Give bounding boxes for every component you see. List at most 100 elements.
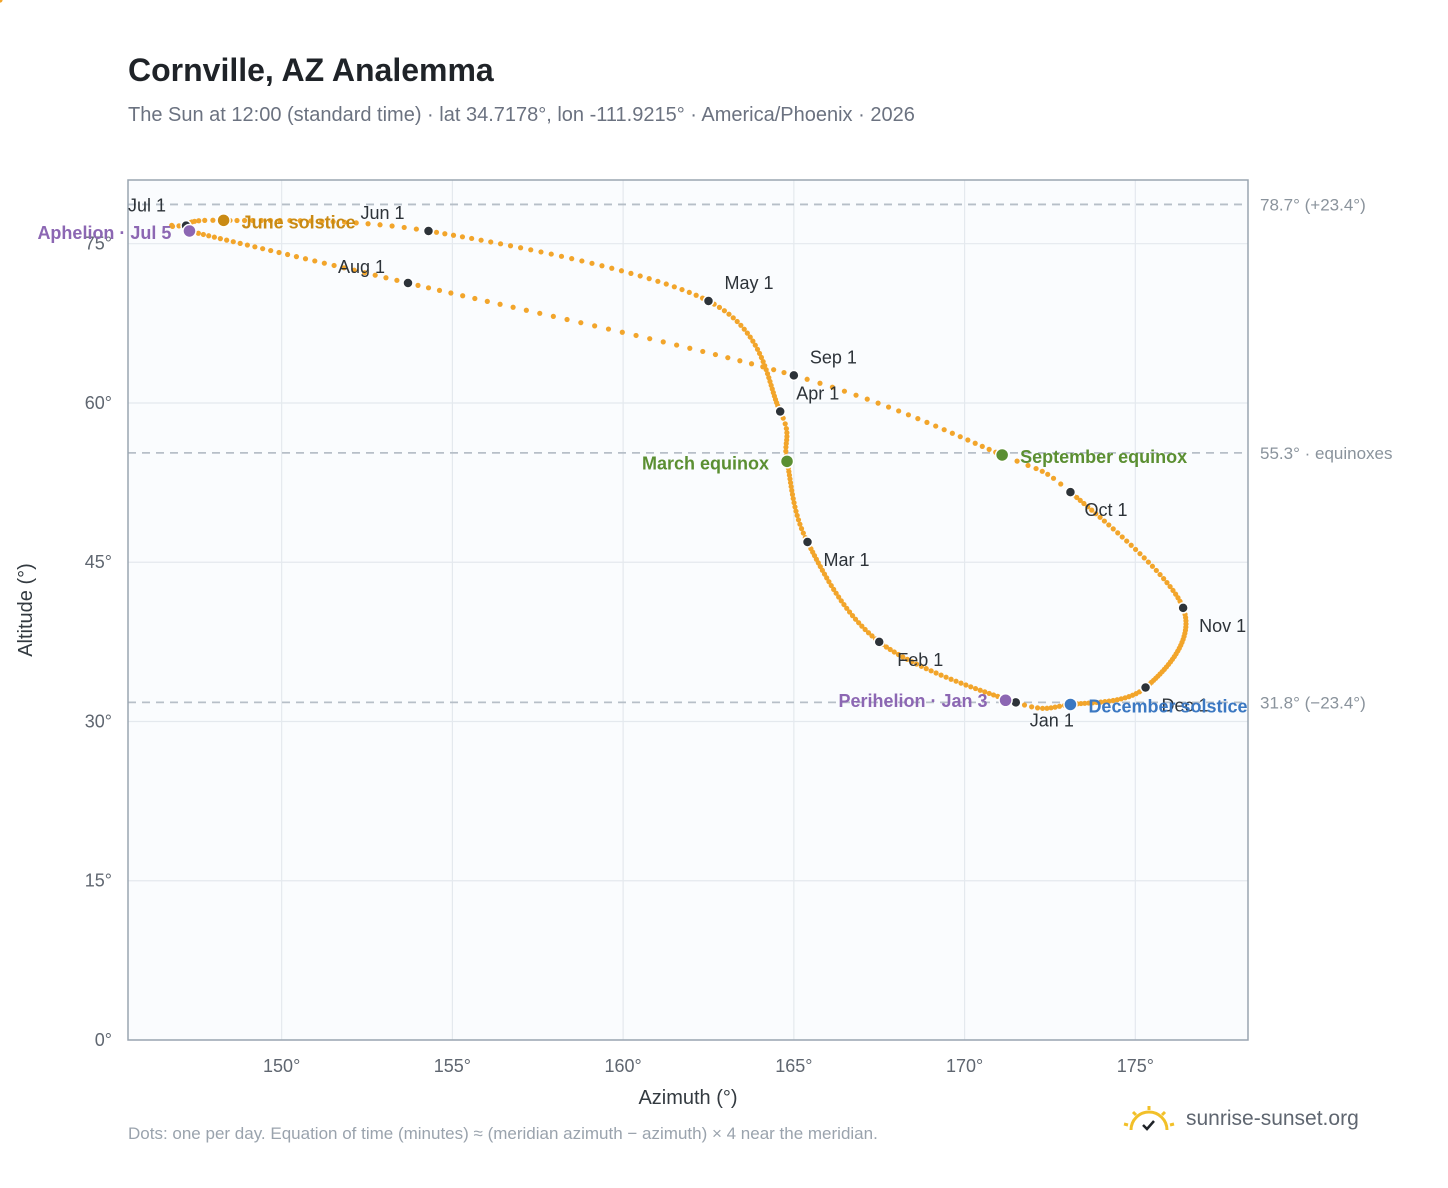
x-tick-label: 155°	[434, 1056, 471, 1076]
day-dot	[737, 358, 743, 364]
day-dot	[1122, 695, 1128, 701]
brand-name[interactable]: sunrise-sunset.org	[1186, 1107, 1359, 1130]
day-dot	[433, 229, 440, 235]
day-dot	[783, 448, 789, 454]
day-dot	[442, 231, 448, 237]
day-dot	[589, 260, 595, 266]
day-dot	[725, 355, 731, 361]
month-label: Nov 1	[1199, 616, 1246, 636]
day-dot	[1106, 698, 1112, 704]
day-dot	[798, 526, 805, 532]
day-dot	[896, 408, 902, 414]
day-dot	[865, 630, 872, 636]
day-dot	[1086, 700, 1092, 706]
day-dot	[1045, 471, 1051, 477]
day-dot	[319, 218, 325, 224]
day-dot	[497, 241, 504, 247]
month-label: Feb 1	[897, 650, 943, 670]
day-dot	[507, 243, 514, 249]
day-dot	[965, 437, 971, 443]
day-dot	[537, 310, 543, 316]
day-dot	[844, 605, 850, 611]
day-dot	[550, 313, 556, 319]
day-dot	[953, 678, 959, 684]
day-dot	[1034, 705, 1041, 711]
day-dot	[764, 371, 771, 377]
month-marker	[788, 369, 800, 382]
month-label: Dec 1	[1162, 696, 1209, 716]
event-marker	[1063, 697, 1078, 712]
y-tick-label: 15°	[85, 871, 112, 891]
day-dot	[413, 226, 419, 232]
month-label: Jun 1	[360, 203, 404, 223]
sun-check-icon	[1123, 1106, 1175, 1131]
day-dot	[1033, 465, 1039, 472]
y-tick-label: 30°	[85, 711, 112, 731]
month-label: Apr 1	[796, 383, 839, 403]
day-dot	[548, 251, 554, 257]
day-dot	[488, 239, 494, 245]
day-dot	[258, 217, 264, 224]
month-marker	[1139, 681, 1152, 694]
day-dot	[738, 322, 744, 328]
day-dot	[841, 388, 848, 394]
day-dot	[277, 217, 283, 224]
day-dot	[592, 323, 598, 329]
day-dot	[284, 251, 291, 258]
day-dot	[933, 423, 939, 429]
day-dot	[609, 265, 615, 271]
day-dot	[923, 665, 929, 672]
day-dot	[297, 218, 303, 224]
day-dot	[341, 219, 348, 225]
day-dot	[909, 659, 915, 665]
day-dot	[943, 674, 949, 680]
day-dot	[436, 287, 443, 293]
day-dot	[618, 268, 625, 274]
day-dot	[784, 433, 790, 440]
day-dot	[330, 219, 336, 225]
brand-logo[interactable]: sunrise-sunset.org	[1122, 1104, 1359, 1134]
day-dot	[605, 326, 612, 332]
day-dot	[663, 281, 669, 287]
event-markers: Aphelion · Jul 5 June solstice March equin…	[37, 212, 1247, 716]
day-dot	[831, 586, 837, 592]
day-dot	[700, 348, 706, 355]
day-dot	[1056, 703, 1063, 709]
day-dot	[1044, 705, 1050, 711]
day-dot	[758, 354, 765, 361]
day-dot	[1128, 542, 1134, 548]
day-dot	[979, 443, 985, 449]
day-dot	[797, 521, 803, 527]
day-dot	[510, 304, 516, 310]
day-dot	[726, 311, 732, 317]
day-dot	[679, 286, 685, 293]
day-dot	[674, 342, 680, 348]
day-dot	[693, 292, 699, 298]
day-dot	[196, 218, 202, 224]
day-dot	[564, 316, 570, 323]
day-dot	[1029, 704, 1035, 710]
month-marker	[774, 405, 786, 418]
event-label: June solstice	[242, 212, 356, 232]
month-marker	[873, 636, 885, 648]
day-dot	[389, 223, 395, 229]
month-marker	[1064, 486, 1077, 498]
x-tick-label: 165°	[775, 1056, 812, 1076]
day-dot	[425, 285, 432, 291]
day-dot	[829, 384, 836, 390]
day-dot	[415, 282, 421, 288]
day-dot	[1025, 462, 1031, 469]
day-dot	[312, 258, 318, 264]
y-axis-label: Altitude (°)	[15, 563, 37, 657]
chart-title: Cornville, AZ Analemma	[128, 52, 494, 88]
day-dot	[750, 338, 756, 344]
day-dot	[671, 284, 677, 290]
day-dot	[846, 609, 853, 615]
day-dot	[741, 326, 747, 332]
day-dot	[766, 375, 772, 381]
day-dot	[1145, 559, 1151, 565]
event-marker	[998, 692, 1013, 708]
day-dot	[250, 217, 256, 224]
day-dot	[1119, 534, 1125, 540]
